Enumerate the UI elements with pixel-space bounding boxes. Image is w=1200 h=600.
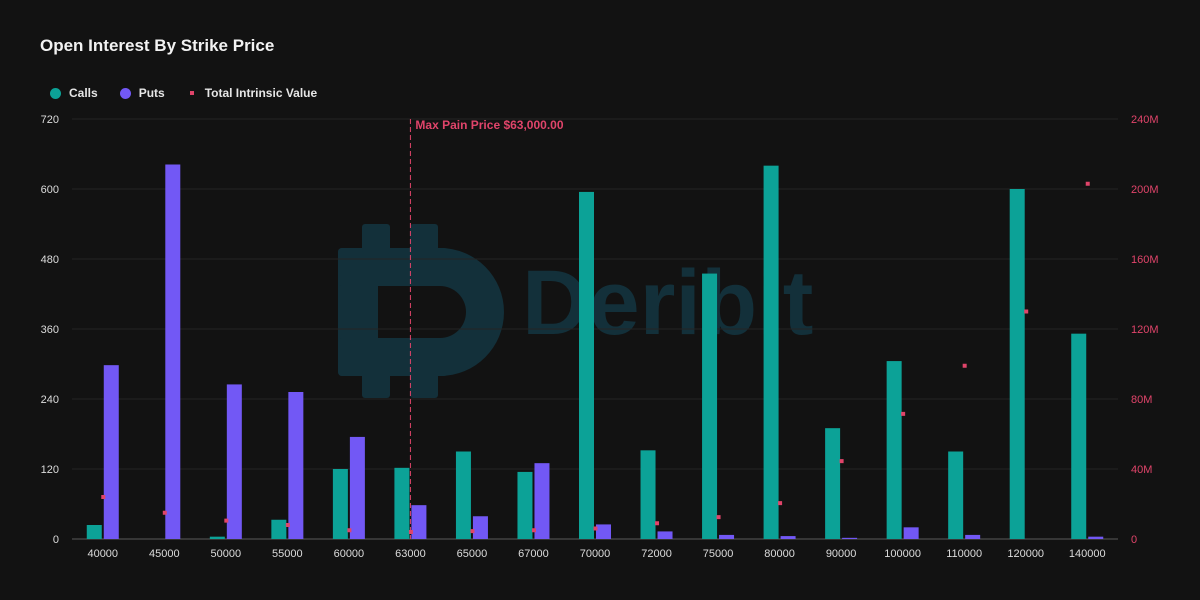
puts-bar [349,436,365,539]
x-tick-label: 40000 [87,548,118,560]
puts-bar [965,534,981,539]
legend-item-intrinsic[interactable]: Total Intrinsic Value [187,86,317,100]
x-tick-label: 90000 [826,548,857,560]
legend: Calls Puts Total Intrinsic Value [50,86,339,100]
calls-bar [394,467,410,539]
x-tick-label: 65000 [457,548,488,560]
puts-bar [780,536,796,539]
intrinsic-value-point [901,411,906,416]
legend-puts-label: Puts [138,86,165,100]
x-tick-label: 60000 [334,548,365,560]
calls-bar [455,451,471,539]
puts-bar [411,505,427,539]
y-left-tick-label: 120 [41,464,59,476]
calls-bar [332,469,348,539]
intrinsic-value-point [531,528,536,533]
intrinsic-value-point [470,529,475,534]
puts-bar [288,392,304,539]
calls-bar [1009,189,1025,539]
intrinsic-value-point [716,515,721,520]
intrinsic-value-point [778,501,783,506]
puts-bar [165,164,181,539]
y-right-tick-label: 0 [1131,534,1137,546]
intrinsic-value-point [285,523,290,527]
chart-title: Open Interest By Strike Price [40,36,275,55]
calls-bar [948,451,964,539]
puts-legend-dot-icon [119,87,131,99]
calls-bar [886,361,902,539]
puts-bar [842,537,858,539]
puts-bar [226,384,242,539]
calls-bar [517,471,533,539]
x-tick-label: 45000 [149,548,180,560]
y-right-tick-label: 200M [1131,184,1159,196]
x-tick-label: 63000 [395,548,426,560]
y-left-tick-label: 480 [41,254,59,266]
intrinsic-value-point [839,459,844,464]
x-tick-label: 100000 [884,548,921,560]
calls-bar [763,165,779,539]
puts-bar [472,516,488,539]
max-pain-label: Max Pain Price $63,000.00 [415,118,563,132]
deribit-watermark-logo: Deribit [338,224,813,398]
intrinsic-value-point [224,518,229,523]
calls-bar [825,428,841,539]
puts-bar [1088,536,1104,539]
intrinsic-value-point [101,495,106,499]
y-right-tick-label: 120M [1131,324,1159,336]
y-left-tick-label: 240 [41,394,59,406]
x-tick-label: 110000 [946,548,982,560]
y-left-tick-label: 360 [41,324,59,336]
x-tick-label: 55000 [272,548,303,560]
y-left-tick-label: 720 [41,114,59,126]
calls-bar [640,450,656,539]
x-tick-label: 140000 [1069,548,1106,560]
calls-bar [579,191,594,539]
calls-bar [1071,333,1087,539]
intrinsic-value-point [962,363,967,368]
x-tick-label: 80000 [764,548,795,560]
x-tick-label: 75000 [703,548,734,560]
puts-bar [657,531,673,539]
intrinsic-value-point [162,510,167,515]
calls-legend-dot-icon [50,87,61,99]
x-tick-label: 50000 [211,548,242,560]
calls-bar [209,536,225,539]
puts-bar [903,527,919,539]
puts-bar [719,534,735,539]
x-tick-label: 67000 [518,548,549,560]
legend-intrinsic-label: Total Intrinsic Value [204,86,318,100]
legend-calls-label: Calls [69,86,98,100]
intrinsic-value-point [655,521,660,526]
legend-item-calls[interactable]: Calls [50,86,98,100]
calls-bar [271,519,287,539]
intrinsic-value-point [347,528,352,533]
calls-bar [86,525,102,539]
puts-bar [534,463,550,539]
x-tick-label: 70000 [580,548,611,560]
intrinsic-legend-square-icon [189,91,194,95]
puts-bar [596,524,611,539]
legend-item-puts[interactable]: Puts [119,86,165,100]
y-left-tick-label: 0 [53,534,59,546]
y-right-tick-label: 160M [1131,254,1159,266]
x-tick-label: 72000 [641,548,672,560]
intrinsic-value-point [1024,309,1029,314]
y-left-tick-label: 600 [41,184,59,196]
intrinsic-value-point [593,526,598,531]
puts-bar [103,365,119,539]
x-tick-label: 120000 [1007,548,1044,560]
y-right-tick-label: 40M [1131,464,1152,476]
y-right-tick-label: 240M [1131,114,1159,126]
calls-bar [702,273,718,539]
intrinsic-value-point [1085,181,1090,186]
y-right-tick-label: 80M [1131,394,1152,406]
